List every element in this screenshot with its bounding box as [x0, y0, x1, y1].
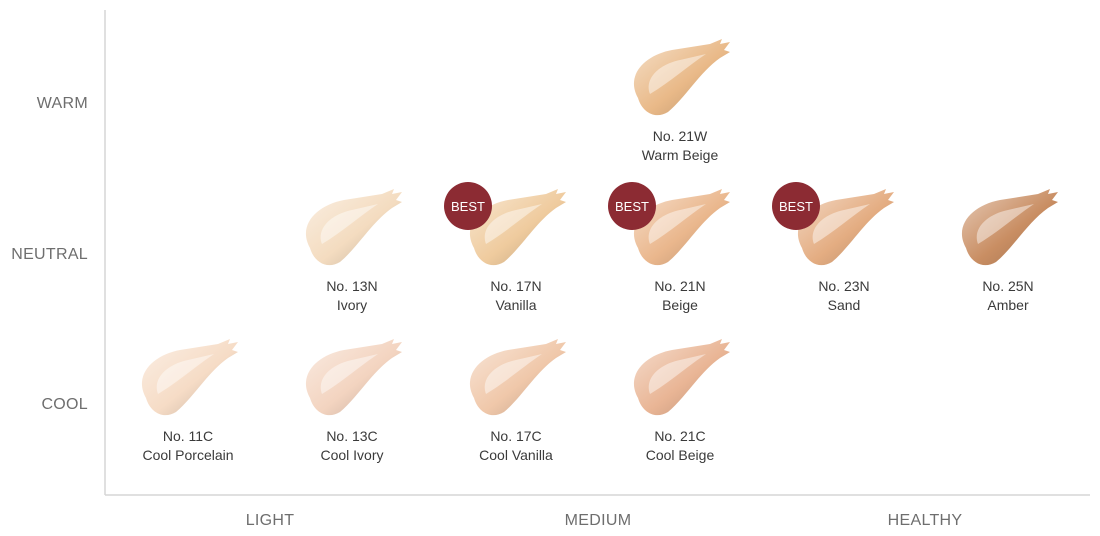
swatch-body — [633, 339, 730, 416]
swatch-no21w — [633, 39, 730, 116]
swatch-body — [633, 189, 730, 266]
best-badge-circle — [772, 182, 820, 230]
swatch-no21n — [633, 189, 730, 266]
swatch-body — [141, 339, 238, 416]
shade-code: No. 13C — [326, 428, 377, 444]
shade-points: No. 21W Warm Beige No. 13N Ivory BEST No. 17N… — [141, 39, 1058, 463]
shade-name: Ivory — [337, 297, 367, 313]
swatch-no11c — [141, 339, 238, 416]
x-label-light: LIGHT — [246, 512, 295, 529]
swatch-no17c — [469, 339, 566, 416]
swatch-highlight — [156, 354, 214, 394]
swatch-highlight — [976, 204, 1034, 244]
shade-name: Sand — [828, 297, 861, 313]
x-axis-labels: LIGHT MEDIUM HEALTHY — [246, 512, 963, 529]
best-badge: BEST — [772, 182, 820, 230]
shade-name: Cool Porcelain — [142, 447, 233, 463]
swatch-body — [633, 39, 730, 116]
shade-name: Beige — [662, 297, 698, 313]
y-label-cool: COOL — [41, 396, 88, 413]
shade-code: No. 25N — [982, 278, 1033, 294]
best-badge: BEST — [444, 182, 492, 230]
swatch-no13n — [305, 189, 402, 266]
shade-code: No. 11C — [163, 428, 213, 444]
shade-point-no13n: No. 13N Ivory — [305, 189, 402, 313]
swatch-no17n — [469, 189, 566, 266]
best-badge-text: BEST — [451, 199, 485, 214]
shade-point-no23n: BEST No. 23N Sand — [772, 182, 894, 313]
swatch-body — [305, 189, 402, 266]
swatch-no21c — [633, 339, 730, 416]
swatch-no13c — [305, 339, 402, 416]
shade-name: Warm Beige — [642, 147, 719, 163]
shade-code: No. 23N — [818, 278, 869, 294]
swatch-body — [797, 189, 894, 266]
shade-point-no13c: No. 13C Cool Ivory — [305, 339, 402, 463]
swatch-highlight — [648, 204, 706, 244]
y-label-neutral: NEUTRAL — [11, 246, 88, 263]
swatch-highlight — [320, 354, 378, 394]
y-axis-labels: WARM NEUTRAL COOL — [11, 95, 88, 413]
shade-code: No. 21N — [654, 278, 705, 294]
best-badge: BEST — [608, 182, 656, 230]
shade-point-no21c: No. 21C Cool Beige — [633, 339, 730, 463]
shade-point-no17c: No. 17C Cool Vanilla — [469, 339, 566, 463]
swatch-highlight — [812, 204, 870, 244]
swatch-body — [961, 189, 1058, 266]
shade-code: No. 21W — [653, 128, 708, 144]
shade-code: No. 13N — [326, 278, 377, 294]
shade-point-no17n: BEST No. 17N Vanilla — [444, 182, 566, 313]
shade-code: No. 17C — [490, 428, 541, 444]
shade-name: Amber — [987, 297, 1029, 313]
swatch-no25n — [961, 189, 1058, 266]
shade-name: Cool Ivory — [320, 447, 383, 463]
swatch-highlight — [484, 354, 542, 394]
swatch-highlight — [648, 54, 706, 94]
swatch-no23n — [797, 189, 894, 266]
swatch-highlight — [320, 204, 378, 244]
shade-code: No. 21C — [654, 428, 705, 444]
y-label-warm: WARM — [37, 95, 88, 112]
best-badge-text: BEST — [779, 199, 813, 214]
shade-name: Cool Vanilla — [479, 447, 553, 463]
x-label-healthy: HEALTHY — [888, 512, 963, 529]
shade-point-no11c: No. 11C Cool Porcelain — [141, 339, 238, 463]
x-label-medium: MEDIUM — [565, 512, 632, 529]
shade-name: Cool Beige — [646, 447, 715, 463]
swatch-body — [305, 339, 402, 416]
swatch-body — [469, 189, 566, 266]
best-badge-circle — [608, 182, 656, 230]
best-badge-text: BEST — [615, 199, 649, 214]
swatch-highlight — [648, 354, 706, 394]
shade-point-no25n: No. 25N Amber — [961, 189, 1058, 313]
shade-point-no21n: BEST No. 21N Beige — [608, 182, 730, 313]
shade-name: Vanilla — [496, 297, 537, 313]
shade-code: No. 17N — [490, 278, 541, 294]
best-badge-circle — [444, 182, 492, 230]
shade-point-no21w: No. 21W Warm Beige — [633, 39, 730, 163]
swatch-highlight — [484, 204, 542, 244]
swatch-body — [469, 339, 566, 416]
